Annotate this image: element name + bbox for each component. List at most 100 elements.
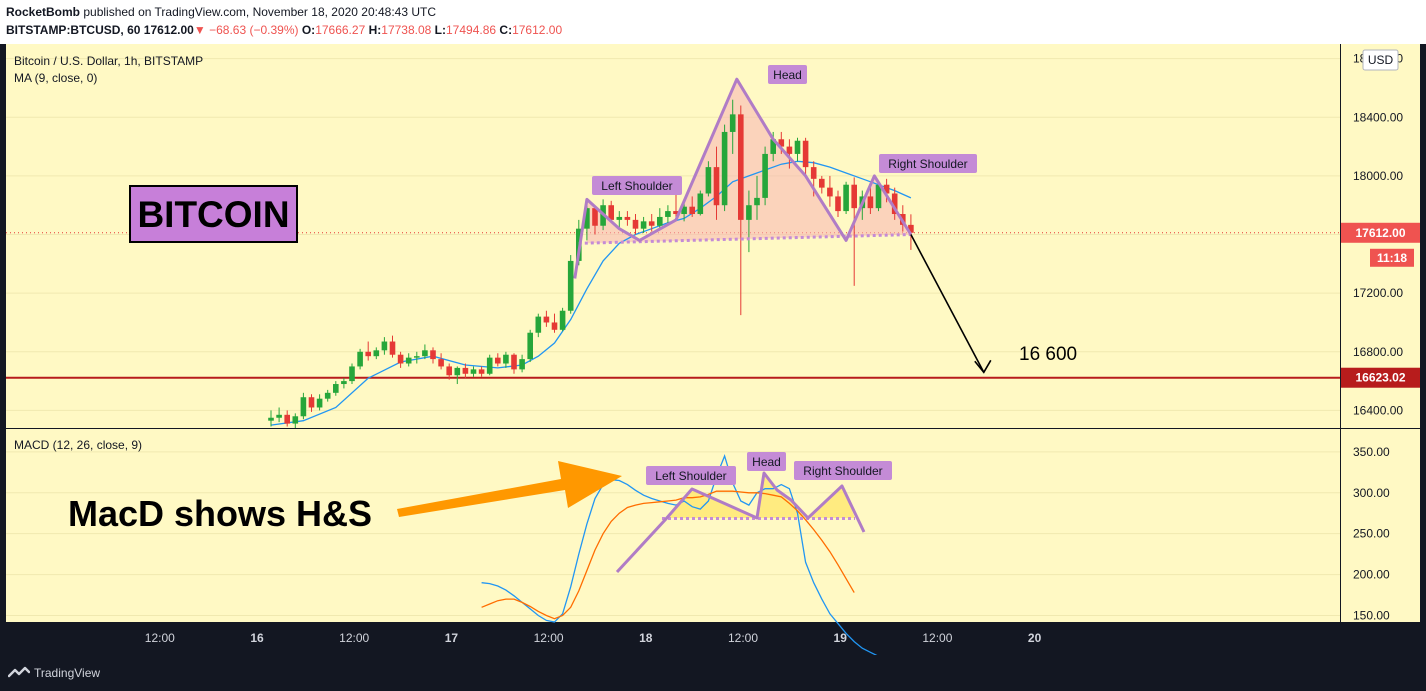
candle — [867, 187, 874, 215]
candle — [462, 363, 469, 379]
macd-axis[interactable]: 350.00 300.00 250.00 200.00 150.00 — [1353, 445, 1390, 623]
candle — [389, 335, 396, 358]
candle — [324, 389, 331, 402]
close-label: C: — [499, 23, 513, 37]
currency-button[interactable] — [1362, 49, 1399, 71]
signal-line[interactable] — [481, 490, 855, 620]
price-neckline[interactable] — [578, 233, 911, 245]
macd-pattern-line[interactable] — [615, 471, 866, 574]
candle — [875, 181, 882, 212]
candle — [624, 211, 631, 226]
bitcoin-title-box[interactable] — [129, 185, 298, 243]
candle — [729, 99, 736, 154]
low-label: L: — [434, 23, 446, 37]
candle — [486, 354, 493, 376]
price-tick-label: 18400.00 — [1353, 110, 1403, 124]
price-tick-label: 16400.00 — [1353, 403, 1403, 417]
candle — [665, 205, 671, 226]
candles — [268, 99, 914, 428]
candle — [365, 341, 371, 361]
candle — [454, 366, 461, 385]
macd-head-callout[interactable]: Head — [747, 452, 786, 471]
countdown-badge-label: 11:18 — [1377, 251, 1407, 265]
price-tick-label: 18000.00 — [1353, 169, 1403, 183]
low-value: 17494.86 — [446, 23, 497, 37]
ohlc-info: BITSTAMP:BTCUSD, 60 17612.00▼ −68.63 (−0… — [6, 23, 562, 37]
footer: TradingView — [0, 655, 1426, 691]
price-head-callout[interactable]: Head — [768, 65, 807, 84]
candle — [681, 202, 687, 222]
candle — [551, 313, 558, 333]
candle — [721, 124, 728, 212]
candle — [891, 187, 898, 220]
tradingview-logo-icon[interactable] — [8, 665, 30, 681]
macd-note[interactable]: MacD shows H&S — [68, 493, 372, 534]
candle — [284, 410, 290, 427]
time-axis[interactable]: 12:00 16 12:00 17 12:00 18 12:00 19 12:00 20 — [145, 631, 1042, 645]
candle — [657, 208, 663, 229]
price-tick-label: 16800.00 — [1353, 345, 1403, 359]
candle — [308, 394, 315, 412]
currency-label: USD — [1368, 53, 1394, 67]
open-value: 17666.27 — [315, 23, 366, 37]
current-price-badge: 17612.00 — [1341, 222, 1420, 243]
macd-line[interactable] — [481, 454, 911, 655]
author-name[interactable]: RocketBomb — [6, 5, 81, 19]
macd-right-shoulder-callout[interactable]: Right Shoulder — [794, 461, 892, 480]
price-left-shoulder-label: Left Shoulder — [601, 179, 672, 193]
level-badge-label: 16623.02 — [1355, 371, 1405, 385]
price-left-shoulder-callout[interactable]: Left Shoulder — [592, 176, 682, 195]
candle — [422, 344, 428, 360]
candle — [341, 378, 347, 389]
time-tick-label: 12:00 — [534, 631, 564, 645]
chart-canvas[interactable]: Bitcoin / U.S. Dollar, 1h, BITSTAMP MA (… — [0, 44, 1426, 655]
candle — [843, 181, 849, 215]
price-head-label: Head — [773, 68, 802, 82]
tradingview-brand[interactable]: TradingView — [34, 666, 101, 680]
candle — [705, 161, 712, 197]
price-pane-title: Bitcoin / U.S. Dollar, 1h, BITSTAMP — [14, 54, 203, 68]
time-tick-label: 12:00 — [922, 631, 952, 645]
candle — [527, 329, 533, 363]
high-label: H: — [368, 23, 382, 37]
candle — [446, 363, 452, 380]
bitcoin-title: BITCOIN — [137, 194, 289, 235]
time-tick-label: 20 — [1028, 631, 1042, 645]
candle — [430, 347, 436, 364]
macd-legend[interactable]: MACD (12, 26, close, 9) — [14, 438, 142, 452]
candle — [616, 211, 623, 229]
ma-legend[interactable]: MA (9, close, 0) — [14, 71, 97, 85]
open-label: O: — [301, 23, 316, 37]
candle — [276, 407, 282, 423]
candle — [786, 139, 793, 169]
price-pattern-line[interactable] — [573, 77, 913, 279]
target-label[interactable]: 16 600 — [1019, 344, 1077, 365]
macd-tick-label: 200.00 — [1353, 568, 1390, 582]
price-tick-label: 17200.00 — [1353, 286, 1403, 300]
candle — [883, 178, 890, 203]
candle — [470, 366, 477, 377]
target-arrow[interactable] — [910, 234, 992, 374]
candle — [835, 190, 841, 217]
countdown-badge: 11:18 — [1370, 248, 1414, 267]
macd-tick-label: 350.00 — [1353, 445, 1390, 459]
candle — [333, 381, 339, 396]
macd-left-shoulder-label: Left Shoulder — [655, 469, 726, 483]
candle — [802, 137, 809, 176]
symbol-name[interactable]: BITSTAMP:BTCUSD, 60 — [6, 23, 141, 37]
candle — [608, 200, 614, 223]
macd-note-arrow[interactable] — [397, 461, 622, 517]
candle — [405, 353, 412, 367]
time-tick-label: 19 — [834, 631, 848, 645]
candle — [414, 351, 420, 364]
macd-head-label: Head — [752, 455, 781, 469]
candle — [478, 366, 485, 377]
candle — [357, 348, 363, 370]
candle — [535, 313, 542, 338]
time-tick-label: 16 — [250, 631, 264, 645]
candle — [519, 354, 525, 373]
price-right-shoulder-callout[interactable]: Right Shoulder — [879, 154, 977, 173]
macd-left-shoulder-callout[interactable]: Left Shoulder — [646, 466, 736, 485]
candle — [397, 351, 404, 368]
time-tick-label: 18 — [639, 631, 653, 645]
